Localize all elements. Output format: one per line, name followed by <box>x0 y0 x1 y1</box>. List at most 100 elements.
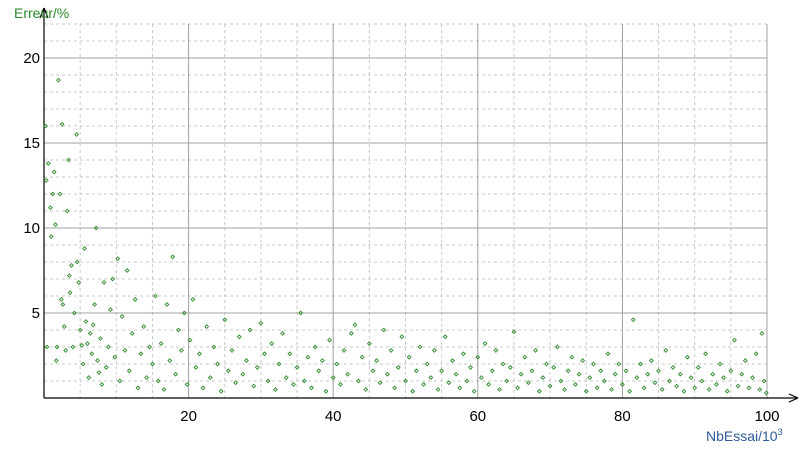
data-point <box>569 354 575 360</box>
data-point <box>287 351 293 357</box>
data-point <box>294 364 300 370</box>
data-point <box>92 302 98 307</box>
data-point <box>97 336 103 341</box>
x-tick-label: 80 <box>614 408 631 425</box>
data-point <box>717 361 723 367</box>
data-point <box>583 388 589 394</box>
y-tick-label: 15 <box>23 135 40 152</box>
data-point <box>129 330 135 336</box>
data-point <box>290 381 296 387</box>
data-point <box>656 368 661 374</box>
y-tick-label: 10 <box>23 220 40 237</box>
data-point <box>685 354 690 360</box>
data-point <box>695 364 701 370</box>
data-point <box>533 347 539 353</box>
data-point <box>48 205 53 211</box>
x-axis-arrow <box>788 393 799 403</box>
data-point <box>504 378 510 384</box>
data-point <box>562 387 567 392</box>
data-point <box>493 347 499 353</box>
data-point <box>105 344 111 350</box>
data-point <box>558 378 564 384</box>
data-point <box>565 368 571 374</box>
data-point <box>122 347 128 353</box>
data-point <box>298 310 304 316</box>
data-point <box>399 334 405 340</box>
data-point <box>619 381 625 387</box>
data-point <box>269 341 275 347</box>
data-point <box>96 370 102 375</box>
data-point <box>341 347 347 353</box>
data-point <box>681 388 687 394</box>
data-point <box>95 358 100 364</box>
data-point <box>265 378 271 384</box>
data-point <box>403 378 408 384</box>
data-point <box>132 296 138 302</box>
data-point <box>457 385 463 391</box>
data-point <box>609 387 614 392</box>
data-point <box>66 157 72 163</box>
data-point <box>551 364 557 370</box>
data-point <box>48 234 54 239</box>
data-point <box>254 364 260 370</box>
data-point <box>218 388 224 394</box>
data-point <box>663 347 669 353</box>
data-point <box>515 385 521 391</box>
data-point <box>345 371 351 377</box>
data-point <box>713 381 719 387</box>
data-point <box>424 361 430 367</box>
data-point <box>659 387 665 392</box>
data-point <box>746 385 752 391</box>
data-points <box>43 77 769 396</box>
data-point <box>229 347 235 353</box>
data-point <box>413 368 419 374</box>
data-point <box>200 385 206 391</box>
data-point <box>634 375 640 381</box>
data-point <box>337 381 343 387</box>
data-point <box>283 375 289 381</box>
data-point <box>627 388 633 394</box>
data-point <box>525 380 531 386</box>
data-point <box>57 191 63 197</box>
data-point <box>732 337 737 343</box>
data-point <box>536 388 542 394</box>
data-point <box>500 361 506 367</box>
data-point <box>141 324 147 330</box>
data-point <box>428 375 434 381</box>
data-point <box>421 381 427 387</box>
data-point <box>164 302 170 307</box>
data-point <box>645 371 651 377</box>
data-point <box>103 364 109 370</box>
data-point <box>262 351 267 357</box>
data-point <box>144 375 150 381</box>
data-point <box>616 361 622 367</box>
data-point <box>79 342 85 348</box>
data-point <box>699 378 705 384</box>
data-point <box>152 293 158 299</box>
data-point <box>591 361 596 367</box>
data-point <box>692 385 698 391</box>
data-point <box>161 387 167 392</box>
data-point <box>115 256 121 262</box>
data-point <box>211 344 217 350</box>
data-point <box>381 327 387 333</box>
data-point <box>181 310 187 316</box>
data-point <box>497 387 502 392</box>
x-tick-label: 60 <box>469 408 486 425</box>
data-point <box>630 317 636 323</box>
data-point <box>167 358 173 364</box>
data-point <box>44 344 50 350</box>
data-point <box>431 347 437 353</box>
data-point <box>475 354 481 360</box>
data-point <box>138 351 144 357</box>
data-point <box>51 169 57 175</box>
data-point <box>240 371 246 377</box>
data-point <box>173 371 179 377</box>
data-point <box>529 368 535 374</box>
data-point <box>540 375 546 381</box>
data-point <box>706 387 712 392</box>
data-point <box>170 254 176 260</box>
data-point <box>742 358 748 364</box>
data-point <box>641 385 647 391</box>
data-point <box>468 364 474 370</box>
